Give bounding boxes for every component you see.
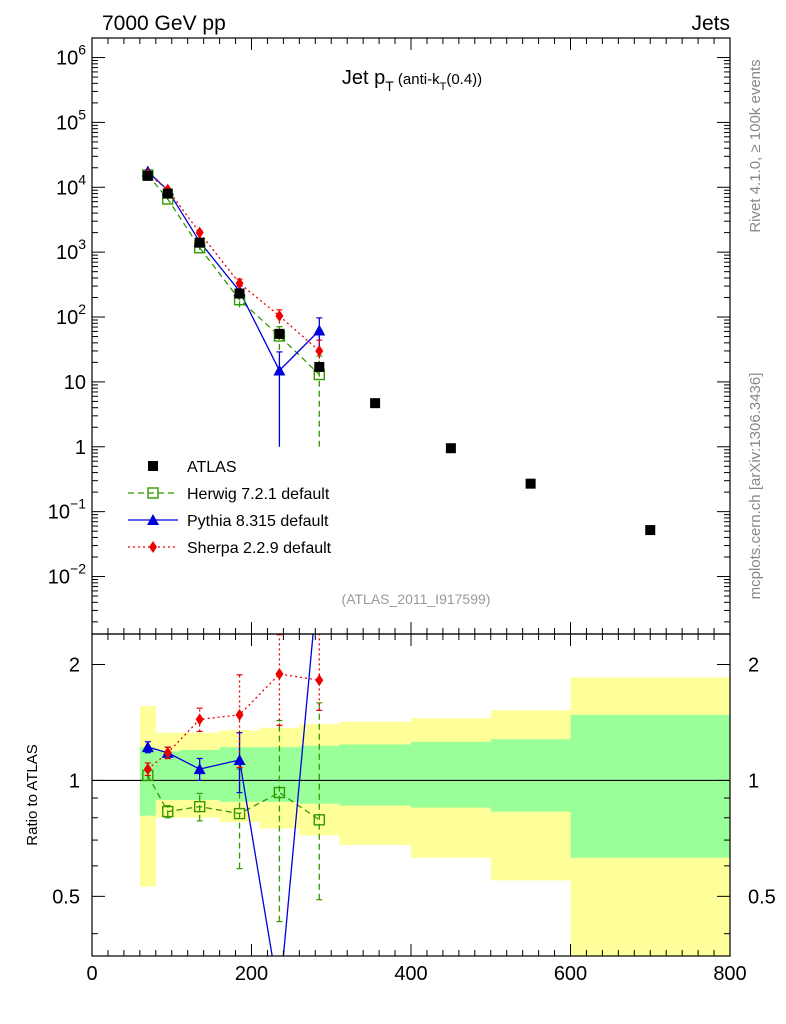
- main-y-tick-label: 103: [56, 236, 86, 264]
- ratio-panel-series: [141, 634, 325, 956]
- header-category: Jets: [691, 12, 730, 35]
- sherpa-point: [235, 277, 244, 290]
- main-y-tick-label: 106: [56, 42, 86, 70]
- main-panel-series: [141, 165, 656, 536]
- sherpa-ratio-point: [275, 667, 284, 680]
- atlas-point: [445, 443, 456, 454]
- legend-label-atlas: ATLAS: [187, 459, 237, 476]
- herwig-ratio-line: [147, 775, 320, 821]
- x-tick-label: 200: [235, 963, 268, 985]
- ratio-ylabel: Ratio to ATLAS: [24, 744, 41, 845]
- band-inner: [490, 739, 571, 812]
- pythia-ratio-point: [141, 741, 154, 753]
- ratio-uncertainty-bands: [92, 677, 730, 956]
- main-y-tick-label: 10: [64, 372, 86, 394]
- main-y-tick-label: 1: [75, 437, 86, 459]
- atlas-point: [142, 170, 153, 181]
- sherpa-point: [195, 226, 204, 239]
- herwig-ratio-point: [313, 814, 325, 826]
- analysis-id: (ATLAS_2011_I917599): [342, 591, 491, 607]
- legend-label-sherpa: Sherpa 2.2.9 default: [187, 540, 332, 557]
- herwig-ratio-point: [193, 800, 206, 813]
- pythia-point: [273, 364, 286, 376]
- sherpa-ratio-point: [315, 674, 324, 687]
- atlas-point: [370, 398, 381, 409]
- legend-marker-herwig: [147, 487, 159, 499]
- sherpa-point: [275, 309, 284, 322]
- x-tick-label: 0: [86, 963, 97, 985]
- main-y-tick-label: 102: [56, 301, 86, 329]
- legend-label-pythia: Pythia 8.315 default: [187, 513, 329, 530]
- pythia-ratio-point: [233, 753, 246, 765]
- sherpa-ratio-point: [195, 713, 204, 726]
- legend: ATLAS Herwig 7.2.1 default Pythia 8.315 de…: [128, 459, 332, 557]
- band-inner: [570, 714, 730, 858]
- ratio-y-tick-label-left: 2: [69, 654, 80, 676]
- main-y-tick-label: 104: [56, 171, 86, 199]
- band-inner: [259, 747, 300, 802]
- pythia-ratio-point: [193, 763, 206, 775]
- sherpa-line: [147, 173, 320, 352]
- pythia-line: [147, 171, 320, 372]
- band-inner: [155, 751, 180, 800]
- sherpa-ratio-point: [143, 763, 152, 776]
- legend-marker-sherpa: [149, 541, 157, 553]
- ratio-panel-axes: 0.5 0.5 1 1 2 2 0 200 400 600 800: [52, 634, 776, 985]
- herwig-ratio-point: [273, 786, 286, 799]
- ratio-y-tick-label-right: 1: [748, 770, 759, 792]
- atlas-point: [194, 237, 205, 248]
- band-inner: [339, 744, 411, 806]
- atlas-point: [274, 328, 285, 339]
- ratio-y-tick-label-right: 2: [748, 654, 759, 676]
- atlas-point: [314, 361, 325, 372]
- sherpa-ratio-point: [235, 708, 244, 721]
- main-y-tick-label: 105: [56, 106, 86, 134]
- rivet-version-label: Rivet 4.1.0, ≥ 100k events: [747, 59, 764, 232]
- atlas-point: [525, 478, 536, 489]
- band-inner: [139, 747, 156, 816]
- band-inner: [411, 741, 491, 808]
- x-tick-label: 400: [394, 963, 427, 985]
- atlas-point: [162, 188, 173, 199]
- main-y-tick-label: 10−1: [48, 496, 86, 524]
- legend-marker-atlas: [148, 461, 158, 471]
- main-y-tick-label: 10−2: [48, 561, 86, 589]
- pythia-point: [313, 324, 326, 336]
- herwig-line: [147, 174, 320, 375]
- legend-marker-pythia: [147, 514, 159, 525]
- ratio-y-tick-label-left: 0.5: [52, 886, 80, 908]
- atlas-point: [234, 288, 245, 299]
- x-tick-label: 800: [713, 963, 746, 985]
- plot-title: Jet pT (anti-kT(0.4)): [342, 67, 482, 94]
- mcplots-label: mcplots.cern.ch [arXiv:1306.3436]: [747, 373, 764, 600]
- herwig-ratio-point: [233, 807, 246, 820]
- atlas-point: [645, 525, 656, 536]
- x-tick-label: 600: [554, 963, 587, 985]
- ratio-y-tick-label-right: 0.5: [748, 886, 776, 908]
- header-energy: 7000 GeV pp: [102, 12, 226, 35]
- sherpa-point: [315, 344, 324, 357]
- sherpa-ratio-point: [163, 746, 172, 759]
- herwig-ratio-point: [162, 805, 174, 818]
- ratio-panel-frame: [91, 633, 731, 957]
- legend-label-herwig: Herwig 7.2.1 default: [187, 486, 330, 503]
- ratio-y-tick-label-left: 1: [69, 770, 80, 792]
